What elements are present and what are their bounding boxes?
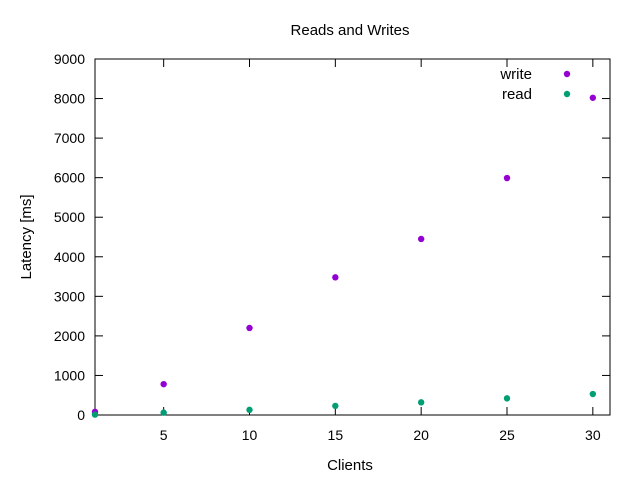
series-write — [91, 94, 597, 416]
axes: 0 1000 2000 3000 4000 5000 6000 7000 8000 9000 5 10… — [54, 51, 611, 443]
chart-title: Reads and Writes — [291, 22, 410, 39]
y-tick-label: 1000 — [54, 367, 85, 383]
y-tick-label: 2000 — [54, 328, 85, 344]
x-axis-label: Clients — [327, 457, 373, 474]
write-point — [417, 235, 425, 243]
x-tick-label: 10 — [242, 427, 258, 443]
x-tick-label: 15 — [328, 427, 344, 443]
y-tick-label: 5000 — [54, 209, 85, 225]
y-tick-label: 7000 — [54, 130, 85, 146]
x-tick-label: 5 — [160, 427, 168, 443]
plot-frame — [94, 58, 611, 416]
read-point — [503, 395, 511, 402]
read-point — [91, 411, 99, 418]
legend: write read — [499, 66, 571, 103]
read-point — [417, 399, 425, 406]
y-tick-label: 6000 — [54, 170, 85, 186]
read-point — [589, 390, 597, 398]
legend-label-read: read — [502, 86, 532, 103]
series-read — [91, 390, 597, 418]
write-point — [589, 94, 597, 101]
y-tick-label: 4000 — [54, 249, 85, 265]
y-tick-label: 3000 — [54, 288, 85, 304]
x-tick-label: 25 — [499, 427, 515, 443]
legend-marker-write — [563, 70, 571, 78]
y-tick-label: 8000 — [54, 91, 85, 107]
legend-label-write: write — [499, 66, 532, 83]
y-axis-label: Latency [ms] — [18, 194, 35, 279]
y-tick-label: 0 — [77, 407, 85, 423]
read-point — [246, 406, 253, 414]
read-point — [160, 409, 167, 416]
write-point — [332, 274, 339, 281]
y-tick-label: 9000 — [54, 51, 85, 67]
data-marks — [91, 94, 597, 418]
read-point — [332, 402, 339, 410]
legend-marker-read — [563, 90, 571, 98]
x-tick-label: 30 — [585, 427, 601, 443]
write-point — [503, 174, 511, 182]
write-point — [246, 324, 253, 332]
write-point — [160, 380, 167, 388]
x-tick-label: 20 — [413, 427, 429, 443]
